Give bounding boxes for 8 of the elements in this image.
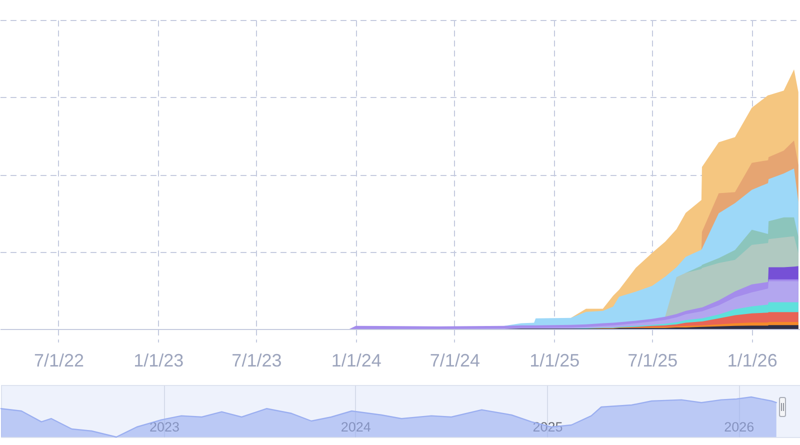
x-tick-label: 1/1/23 xyxy=(134,350,184,370)
x-tick-label: 7/1/25 xyxy=(628,350,678,370)
x-tick-label: 1/1/24 xyxy=(331,350,382,370)
x-tick-label: 7/1/23 xyxy=(232,350,282,370)
x-tick-label: 1/1/25 xyxy=(530,350,580,370)
x-tick-label: 7/1/24 xyxy=(430,350,480,370)
x-tick-label: 1/1/26 xyxy=(727,350,778,370)
x-tick-label: 7/1/22 xyxy=(34,350,84,370)
